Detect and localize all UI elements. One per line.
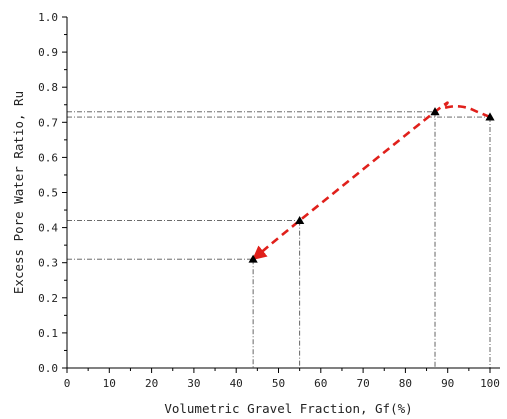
x-axis-label: Volumetric Gravel Fraction, Gf(%) <box>164 401 412 416</box>
x-tick-label: 60 <box>314 377 327 390</box>
x-tick-label: 20 <box>145 377 158 390</box>
x-tick-label: 0 <box>64 377 71 390</box>
trend-line-series <box>252 101 491 261</box>
y-tick-label: 0.3 <box>38 257 58 270</box>
x-tick-label: 40 <box>230 377 243 390</box>
trend-curve <box>252 101 491 261</box>
x-tick-label: 50 <box>272 377 285 390</box>
x-tick-label: 90 <box>441 377 454 390</box>
y-tick-label: 0.8 <box>38 81 58 94</box>
x-tick-label: 70 <box>356 377 369 390</box>
guide-lines <box>67 111 491 368</box>
y-tick-label: 0.0 <box>38 362 58 375</box>
y-tick-label: 0.9 <box>38 46 58 59</box>
data-point-marker <box>295 215 305 225</box>
y-tick-label: 0.1 <box>38 327 58 340</box>
data-points <box>248 107 495 263</box>
y-tick-label: 0.4 <box>38 222 58 235</box>
x-tick-label: 80 <box>399 377 412 390</box>
y-tick-label: 1.0 <box>38 11 58 24</box>
data-point-marker <box>485 112 495 121</box>
axes: 0 10 20 30 40 50 60 70 80 90 100 0.0 0.1 0.2 0.3 0.4 0.5… <box>38 11 500 390</box>
data-point-marker <box>430 107 440 116</box>
x-tick-label: 30 <box>187 377 200 390</box>
y-tick-label: 0.2 <box>38 292 58 305</box>
x-tick-label: 10 <box>103 377 116 390</box>
data-point-marker <box>248 254 258 263</box>
y-axis-label: Excess Pore Water Ratio, Ru <box>11 91 26 294</box>
y-tick-label: 0.6 <box>38 151 58 164</box>
y-tick-label: 0.5 <box>38 187 58 200</box>
y-tick-label: 0.7 <box>38 116 58 129</box>
x-tick-label: 100 <box>480 377 500 390</box>
